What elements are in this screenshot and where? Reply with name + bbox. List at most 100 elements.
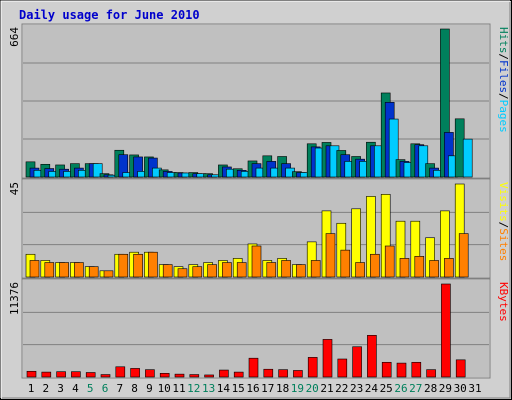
panel-2-sites-bar xyxy=(45,263,54,277)
panel-3-kbytes-bar xyxy=(175,374,184,377)
panel-2-sites-bar xyxy=(267,263,276,277)
x-tick-label: 11 xyxy=(172,382,185,395)
legend-sites: Sites xyxy=(497,228,510,261)
panel-2-sites-bar xyxy=(311,260,320,277)
x-tick-label: 23 xyxy=(350,382,363,395)
panel-3-kbytes-bar xyxy=(338,359,347,377)
panel-3-kbytes-bar xyxy=(397,363,406,377)
panel-3-kbytes-bar xyxy=(353,347,362,377)
panel-3-kbytes-bar xyxy=(190,375,199,377)
x-tick-label: 25 xyxy=(380,382,393,395)
x-tick-label: 10 xyxy=(158,382,171,395)
panel-3-kbytes-bar xyxy=(441,284,450,377)
panel-2-ymax-label: 45 xyxy=(8,182,21,195)
x-tick-label: 5 xyxy=(87,382,94,395)
panel-3-kbytes-bar xyxy=(160,373,169,377)
panel-3-kbytes-bar xyxy=(427,370,436,377)
panel-2-sites-bar xyxy=(326,234,335,277)
panel-2-sites-bar xyxy=(148,252,157,277)
panel-2-sites-bar xyxy=(178,269,187,277)
x-tick-label: 2 xyxy=(42,382,49,395)
panel-2-sites-bar xyxy=(119,254,128,277)
panel-3-kbytes-bar xyxy=(57,372,66,377)
x-tick-label: 31 xyxy=(468,382,481,395)
legend-kbytes: KBytes xyxy=(497,282,510,322)
panel-1-pages-bar xyxy=(463,139,472,177)
x-tick-label: 20 xyxy=(306,382,319,395)
panel-2-sites-bar xyxy=(252,246,261,277)
panel-3-ymax-label: 11376 xyxy=(8,282,21,315)
x-tick-label: 15 xyxy=(232,382,245,395)
panel-3-kbytes-bar xyxy=(367,335,376,377)
panel-1-ymax-label: 664 xyxy=(8,27,21,47)
x-tick-label: 19 xyxy=(291,382,304,395)
x-tick-label: 30 xyxy=(454,382,467,395)
legend-pages: Pages xyxy=(497,100,510,133)
panel-3-kbytes-bar xyxy=(308,357,317,377)
panel-2-sites-bar xyxy=(341,250,350,277)
panel-3-kbytes-bar xyxy=(279,370,288,377)
x-tick-label: 9 xyxy=(146,382,153,395)
panel-3-kbytes-bar xyxy=(264,369,273,377)
panel-2-sites-bar xyxy=(163,265,172,277)
panel-1-hits-bar xyxy=(455,119,464,177)
panel-2-sites-bar xyxy=(296,265,305,277)
x-tick-label: 22 xyxy=(335,382,348,395)
legend-files: Files xyxy=(497,60,510,93)
panel-3-kbytes-bar xyxy=(293,370,302,377)
panel-2-sites-bar xyxy=(400,258,409,277)
x-tick-label: 3 xyxy=(57,382,64,395)
panel-2-sites-bar xyxy=(134,254,143,277)
x-tick-label: 7 xyxy=(116,382,123,395)
panel-3-kbytes-bar xyxy=(131,368,140,377)
x-tick-label: 16 xyxy=(246,382,259,395)
panel-2-sites-bar xyxy=(430,260,439,277)
panel-2-sites-bar xyxy=(415,256,424,277)
legend-visits: Visits xyxy=(497,182,510,222)
x-tick-label: 12 xyxy=(187,382,200,395)
panel-2-sites-bar xyxy=(444,258,453,277)
panel-2-sites-bar xyxy=(104,271,113,277)
panel-2-sites-bar xyxy=(459,234,468,277)
panel-3-kbytes-bar xyxy=(456,360,465,377)
x-tick-label: 17 xyxy=(261,382,274,395)
x-tick-label: 8 xyxy=(131,382,138,395)
x-tick-label: 26 xyxy=(394,382,407,395)
panel-3-kbytes-bar xyxy=(86,373,95,377)
panel-3-kbytes-bar xyxy=(116,367,125,377)
panel-2-sites-bar xyxy=(385,246,394,277)
panel-3-kbytes-bar xyxy=(382,362,391,377)
panel-3-kbytes-bar xyxy=(42,372,51,377)
x-tick-label: 28 xyxy=(424,382,437,395)
x-tick-label: 13 xyxy=(202,382,215,395)
panel-2-sites-bar xyxy=(370,254,379,277)
x-tick-label: 18 xyxy=(276,382,289,395)
panel-3-kbytes-bar xyxy=(101,375,110,377)
panel-2-sites-bar xyxy=(282,260,291,277)
x-tick-label: 27 xyxy=(409,382,422,395)
panel-2-sites-bar xyxy=(237,263,246,277)
panel-2-sites-bar xyxy=(30,260,39,277)
panel-3-kbytes-bar xyxy=(145,370,154,377)
x-tick-label: 4 xyxy=(72,382,79,395)
panel-3-kbytes-bar xyxy=(219,370,228,377)
chart-title: Daily usage for June 2010 xyxy=(19,8,200,22)
panel-2-sites-bar xyxy=(89,267,98,277)
panel-2-sites-bar xyxy=(60,263,69,277)
panel-2-sites-bar xyxy=(193,267,202,277)
panel-3-kbytes-bar xyxy=(205,375,214,377)
x-tick-label: 29 xyxy=(439,382,452,395)
panel-3-kbytes-bar xyxy=(71,372,80,377)
panel-3-kbytes-bar xyxy=(234,372,243,377)
x-tick-label: 24 xyxy=(365,382,379,395)
panel-2-sites-bar xyxy=(208,265,217,277)
panel-3-kbytes-bar xyxy=(27,371,36,377)
x-tick-label: 6 xyxy=(102,382,109,395)
x-tick-label: 14 xyxy=(217,382,231,395)
panel-2-sites-bar xyxy=(356,263,365,277)
panel-3-kbytes-bar xyxy=(412,362,421,377)
panel-2-sites-bar xyxy=(222,263,231,277)
legend-hits: Hits xyxy=(497,27,510,54)
panel-3-kbytes-bar xyxy=(249,358,258,377)
